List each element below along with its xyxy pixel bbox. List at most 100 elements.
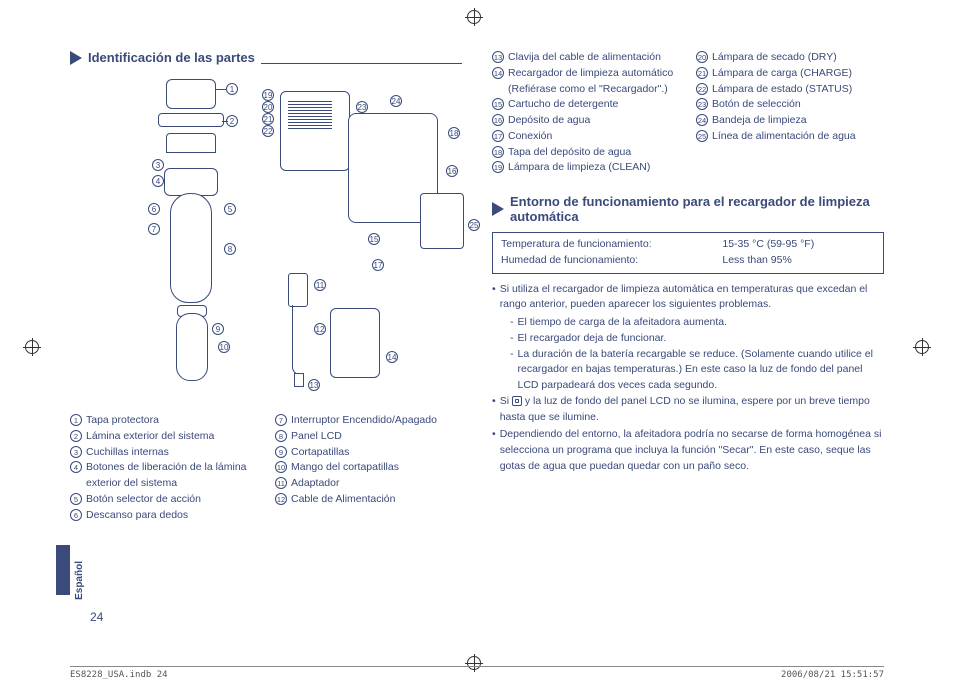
part-number: 1 xyxy=(70,414,82,426)
part-label: Tapa protectora xyxy=(86,413,257,429)
part-number: 9 xyxy=(275,446,287,458)
part-item: 24 Bandeja de limpieza xyxy=(696,113,884,129)
part-label: Lámpara de carga (CHARGE) xyxy=(712,66,852,82)
notes-section: •Si utiliza el recargador de limpieza au… xyxy=(492,282,884,475)
part-number: 12 xyxy=(275,493,287,505)
part-number: 7 xyxy=(275,414,287,426)
part-number: 17 xyxy=(492,130,504,142)
plug-icon xyxy=(512,396,522,406)
part-number: 15 xyxy=(492,98,504,110)
part-item: 12 Cable de Alimentación xyxy=(275,492,462,508)
part-number: 25 xyxy=(696,130,708,142)
part-label: Conexión xyxy=(508,129,552,145)
language-label: Español xyxy=(74,561,85,600)
part-number: 23 xyxy=(696,98,708,110)
footer-timestamp: 2006/08/21 15:51:57 xyxy=(781,670,884,680)
part-number: 20 xyxy=(696,51,708,63)
part-label: Bandeja de limpieza xyxy=(712,113,807,129)
note-text: Si utiliza el recargador de limpieza aut… xyxy=(500,282,884,314)
note-text: Dependiendo del entorno, la afeitadora p… xyxy=(500,427,884,474)
part-label: Cortapatillas xyxy=(291,445,462,461)
part-number: 22 xyxy=(696,83,708,95)
part-item: 9 Cortapatillas xyxy=(275,445,462,461)
part-label: Lámpara de limpieza (CLEAN) xyxy=(508,160,650,176)
part-number: 10 xyxy=(275,461,287,473)
part-label: Mango del cortapatillas xyxy=(291,460,462,476)
parts-list-top: 13 Clavija del cable de alimentación 14 Rec… xyxy=(492,50,884,176)
part-item: 16 Depósito de agua xyxy=(492,113,680,129)
part-label: Botón de selección xyxy=(712,97,801,113)
chevron-icon xyxy=(492,202,504,216)
part-item: 3 Cuchillas internas xyxy=(70,445,257,461)
part-label: Botón selector de acción xyxy=(86,492,257,508)
part-label: Adaptador xyxy=(291,476,462,492)
part-item: 17 Conexión xyxy=(492,129,680,145)
part-label: Cable de Alimentación xyxy=(291,492,462,508)
part-number: 14 xyxy=(492,67,504,79)
parts-diagram: 1 2 3 4 6 5 7 8 9 10 11 12 13 14 15 16 1… xyxy=(70,73,462,403)
part-number: 16 xyxy=(492,114,504,126)
part-item: 2Lámina exterior del sistema xyxy=(70,429,257,445)
part-item: 11 Adaptador xyxy=(275,476,462,492)
right-column: 13 Clavija del cable de alimentación 14 Rec… xyxy=(492,50,884,630)
note-text: El recargador deja de funcionar. xyxy=(518,331,667,347)
part-label: Recargador de limpieza automático (Refié… xyxy=(508,66,680,98)
registration-mark xyxy=(25,340,39,354)
part-item: 21 Lámpara de carga (CHARGE) xyxy=(696,66,884,82)
part-label: Tapa del depósito de agua xyxy=(508,145,631,161)
section-title: Entorno de funcionamiento para el recarg… xyxy=(510,194,884,224)
part-number: 6 xyxy=(70,509,82,521)
part-item: 1 Tapa protectora xyxy=(70,413,257,429)
part-label: Depósito de agua xyxy=(508,113,590,129)
part-label: Descanso para dedos xyxy=(86,508,257,524)
print-footer: ES8228_USA.indb 24 2006/08/21 15:51:57 xyxy=(70,666,884,680)
part-item: 22 Lámpara de estado (STATUS) xyxy=(696,82,884,98)
registration-mark xyxy=(915,340,929,354)
part-number: 8 xyxy=(275,430,287,442)
section-header-environment: Entorno de funcionamiento para el recarg… xyxy=(492,194,884,224)
part-item: 19 Lámpara de limpieza (CLEAN) xyxy=(492,160,680,176)
left-column: Identificación de las partes 1 2 3 4 6 5 xyxy=(70,50,462,630)
part-label: Botones de liberación de la lámina exter… xyxy=(86,460,257,492)
part-item: 4 Botones de liberación de la lámina exte… xyxy=(70,460,257,492)
part-label: Cuchillas internas xyxy=(86,445,257,461)
part-number: 11 xyxy=(275,477,287,489)
page-number: 24 xyxy=(90,610,103,624)
humidity-value: Less than 95% xyxy=(722,253,875,269)
part-number: 13 xyxy=(492,51,504,63)
note-text: Si y la luz de fondo del panel LCD no se… xyxy=(500,394,884,426)
part-label: Lámpara de estado (STATUS) xyxy=(712,82,852,98)
part-number: 4 xyxy=(70,461,82,473)
part-number: 3 xyxy=(70,446,82,458)
part-number: 18 xyxy=(492,146,504,158)
section-title: Identificación de las partes xyxy=(88,50,255,65)
part-item: 14 Recargador de limpieza automático (Ref… xyxy=(492,66,680,98)
parts-list-bottom: 1 Tapa protectora2Lámina exterior del sis… xyxy=(70,413,462,523)
environment-table: Temperatura de funcionamiento: 15-35 °C … xyxy=(492,232,884,274)
part-label: Línea de alimentación de agua xyxy=(712,129,856,145)
part-item: 15Cartucho de detergente xyxy=(492,97,680,113)
part-item: 25 Línea de alimentación de agua xyxy=(696,129,884,145)
part-number: 21 xyxy=(696,67,708,79)
part-item: 8 Panel LCD xyxy=(275,429,462,445)
part-item: 13 Clavija del cable de alimentación xyxy=(492,50,680,66)
part-label: Interruptor Encendido/Apagado xyxy=(291,413,462,429)
part-number: 24 xyxy=(696,114,708,126)
page-content: Identificación de las partes 1 2 3 4 6 5 xyxy=(70,50,884,630)
note-text: El tiempo de carga de la afeitadora aume… xyxy=(518,315,728,331)
part-number: 5 xyxy=(70,493,82,505)
humidity-label: Humedad de funcionamiento: xyxy=(501,253,712,269)
language-tab xyxy=(56,545,70,595)
part-number: 19 xyxy=(492,161,504,173)
temp-value: 15-35 °C (59-95 °F) xyxy=(722,237,875,253)
footer-filename: ES8228_USA.indb 24 xyxy=(70,670,168,680)
part-item: 6 Descanso para dedos xyxy=(70,508,257,524)
temp-label: Temperatura de funcionamiento: xyxy=(501,237,712,253)
section-header-identification: Identificación de las partes xyxy=(70,50,462,65)
part-number: 2 xyxy=(70,430,82,442)
part-label: Panel LCD xyxy=(291,429,462,445)
part-item: 18 Tapa del depósito de agua xyxy=(492,145,680,161)
part-label: Clavija del cable de alimentación xyxy=(508,50,661,66)
note-text: La duración de la batería recargable se … xyxy=(518,347,885,394)
chevron-icon xyxy=(70,51,82,65)
